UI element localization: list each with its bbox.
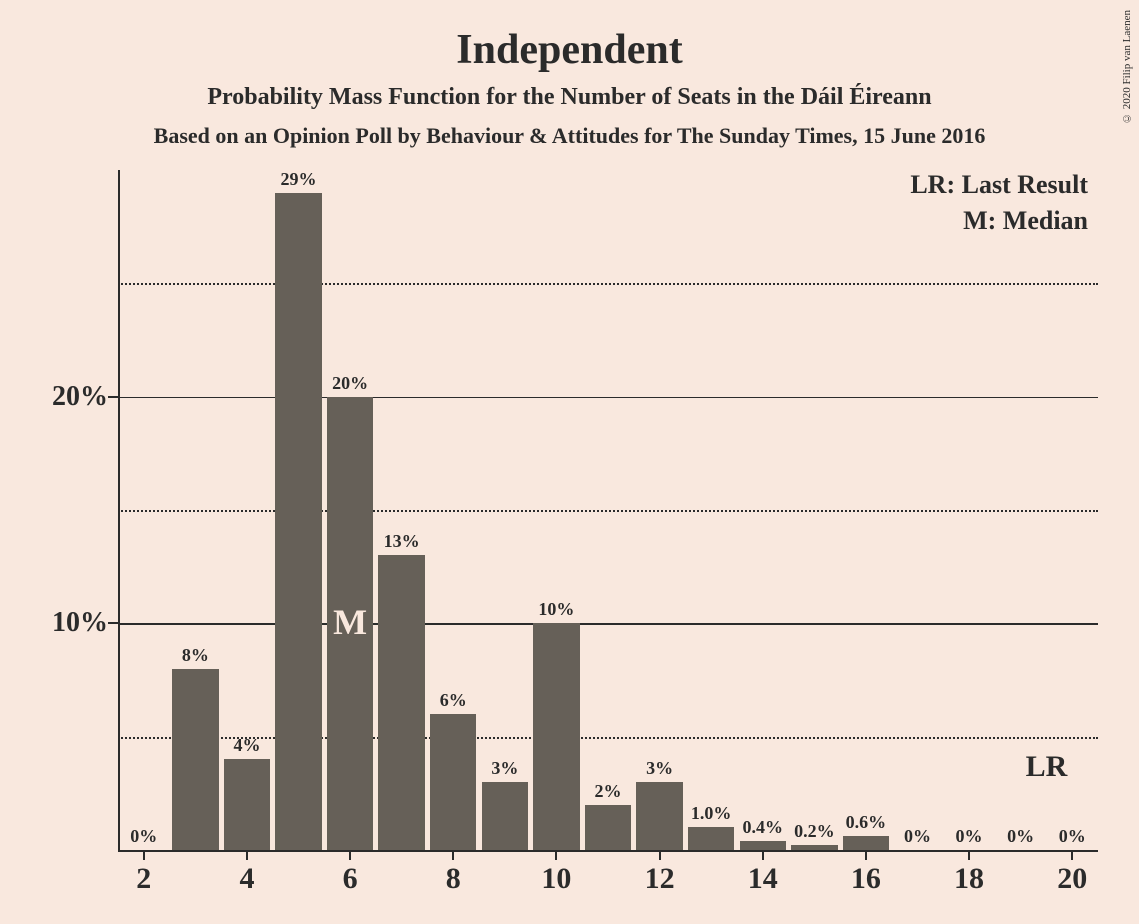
y-tick — [108, 396, 118, 398]
bar-value-label: 0.4% — [742, 817, 783, 838]
x-axis-label: 20 — [1057, 862, 1087, 896]
chart-area: LR: Last Result M: Median 10%20%24681012… — [118, 170, 1098, 850]
bar — [688, 827, 734, 850]
x-tick — [143, 850, 145, 860]
bar — [791, 845, 837, 850]
legend: LR: Last Result M: Median — [910, 170, 1088, 242]
x-axis-label: 12 — [645, 862, 675, 896]
x-axis-label: 8 — [446, 862, 461, 896]
source-line: Based on an Opinion Poll by Behaviour & … — [0, 123, 1139, 149]
bar — [585, 805, 631, 850]
x-axis-label: 2 — [136, 862, 151, 896]
bar-value-label: 8% — [182, 645, 209, 666]
x-tick — [762, 850, 764, 860]
bar-value-label: 0% — [1059, 826, 1086, 847]
title-block: Independent Probability Mass Function fo… — [0, 0, 1139, 149]
x-tick — [452, 850, 454, 860]
bar-value-label: 10% — [538, 599, 574, 620]
bar-value-label: 3% — [491, 758, 518, 779]
bar — [172, 669, 218, 850]
bar-value-label: 4% — [233, 735, 260, 756]
chart-container: Independent Probability Mass Function fo… — [0, 0, 1139, 924]
gridline — [118, 510, 1098, 512]
legend-lr: LR: Last Result — [910, 170, 1088, 200]
x-tick — [659, 850, 661, 860]
bar — [740, 841, 786, 850]
gridline — [118, 623, 1098, 625]
x-tick — [968, 850, 970, 860]
bar — [224, 759, 270, 850]
x-axis-label: 14 — [748, 862, 778, 896]
x-tick — [349, 850, 351, 860]
x-axis — [118, 850, 1098, 852]
bar-value-label: 1.0% — [691, 803, 732, 824]
x-axis-label: 6 — [343, 862, 358, 896]
bar — [843, 836, 889, 850]
main-title: Independent — [0, 26, 1139, 74]
bar-value-label: 20% — [332, 373, 368, 394]
x-axis-label: 16 — [851, 862, 881, 896]
lr-marker: LR — [1026, 750, 1068, 784]
bar-value-label: 3% — [646, 758, 673, 779]
x-axis-label: 10 — [541, 862, 571, 896]
gridline — [118, 283, 1098, 285]
bar-value-label: 2% — [595, 781, 622, 802]
y-tick — [108, 622, 118, 624]
x-tick — [865, 850, 867, 860]
median-marker: M — [333, 601, 367, 643]
bar-value-label: 0.2% — [794, 821, 835, 842]
bar — [275, 193, 321, 850]
x-axis-label: 4 — [239, 862, 254, 896]
bar-value-label: 13% — [384, 531, 420, 552]
bar-value-label: 29% — [281, 169, 317, 190]
bar-value-label: 0% — [904, 826, 931, 847]
y-axis-label: 20% — [52, 381, 108, 413]
gridline — [118, 397, 1098, 399]
bar-value-label: 0% — [1007, 826, 1034, 847]
x-axis-label: 18 — [954, 862, 984, 896]
bar-value-label: 0% — [956, 826, 983, 847]
bar-value-label: 0% — [130, 826, 157, 847]
bar-value-label: 0.6% — [846, 812, 887, 833]
subtitle: Probability Mass Function for the Number… — [0, 84, 1139, 111]
y-axis-label: 10% — [52, 607, 108, 639]
bar — [636, 782, 682, 850]
legend-m: M: Median — [910, 206, 1088, 236]
x-tick — [1071, 850, 1073, 860]
gridline — [118, 737, 1098, 739]
bar — [378, 555, 424, 850]
bar-value-label: 6% — [440, 690, 467, 711]
x-tick — [246, 850, 248, 860]
bar — [430, 714, 476, 850]
bar — [482, 782, 528, 850]
x-tick — [555, 850, 557, 860]
bar — [533, 623, 579, 850]
copyright: © 2020 Filip van Laenen — [1121, 10, 1133, 124]
